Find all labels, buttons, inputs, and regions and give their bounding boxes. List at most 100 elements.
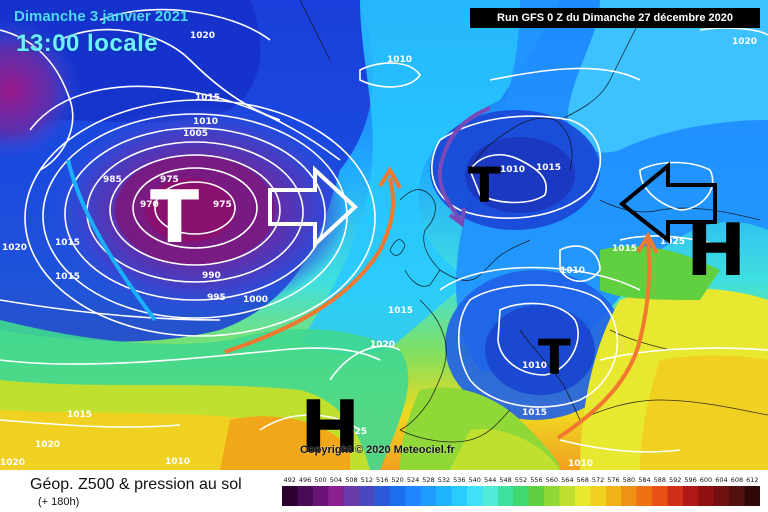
- isobar-label: 1015: [195, 93, 220, 103]
- isobar-label: 990: [202, 271, 221, 281]
- model-run-label: Run GFS 0 Z du Dimanche 27 décembre 2020: [470, 8, 760, 28]
- isobar-label: 1015: [388, 306, 413, 316]
- orange-arrow-atlantic: [224, 177, 395, 354]
- copyright-text: Copyright © 2020 Meteociel.fr: [300, 444, 455, 456]
- scale-swatch: [559, 486, 576, 506]
- scale-swatch: [482, 486, 499, 506]
- isobar-label: 1020: [2, 243, 27, 253]
- isobar-label: 1010: [165, 457, 190, 467]
- isobar-label: 1025: [660, 237, 685, 247]
- scale-swatch: [359, 486, 375, 506]
- scale-swatch: [513, 486, 530, 506]
- isobar-label: 1020: [190, 31, 215, 41]
- legend-subtitle: (+ 180h): [38, 496, 80, 508]
- coastlines: [299, 0, 768, 443]
- isobar-label: 1010: [522, 361, 547, 371]
- flow-arrows: [66, 106, 717, 440]
- scale-tick-label: 568: [576, 476, 588, 484]
- isobar-label: 1010: [193, 117, 218, 127]
- scale-tick-label: 496: [299, 476, 311, 484]
- scale-tick-label: 576: [607, 476, 619, 484]
- scale-swatch: [420, 486, 437, 506]
- scale-tick-label: 520: [391, 476, 403, 484]
- scale-swatch: [374, 486, 391, 506]
- scale-tick-label: 504: [330, 476, 342, 484]
- legend-title: Géop. Z500 & pression au sol: [30, 476, 242, 493]
- scale-swatch: [282, 486, 298, 506]
- legend-bar: Géop. Z500 & pression au sol (+ 180h) 49…: [0, 470, 768, 512]
- scale-swatch: [621, 486, 638, 506]
- scale-tick-label: 564: [561, 476, 573, 484]
- scale-swatch: [698, 486, 715, 506]
- isobar-label: 1015: [55, 238, 80, 248]
- scale-swatch: [389, 486, 406, 506]
- scale-tick-label: 492: [283, 476, 295, 484]
- scale-swatch: [405, 486, 422, 506]
- scale-swatch: [528, 486, 545, 506]
- isobar-label: 975: [213, 200, 232, 210]
- isobar-label: 1015: [612, 244, 637, 254]
- map-canvas: 1020 1015 1010 1005 985 975 970 975 990 …: [0, 0, 768, 470]
- scale-swatch: [328, 486, 345, 506]
- isobar-label: 1005: [183, 129, 208, 139]
- isobar-label: 1010: [387, 55, 412, 65]
- scale-swatch: [312, 486, 329, 506]
- scale-tick-label: 600: [700, 476, 712, 484]
- scale-tick-label: 544: [484, 476, 496, 484]
- isobar-label: 1020: [732, 37, 757, 47]
- scale-tick-label: 572: [592, 476, 604, 484]
- scale-tick-label: 500: [314, 476, 326, 484]
- isobar-label: 1015: [67, 410, 92, 420]
- isobar-label: 1020: [370, 340, 395, 350]
- isobar-label: 1025: [342, 427, 367, 437]
- scale-swatch: [729, 486, 746, 506]
- scale-swatch: [544, 486, 560, 506]
- low-italy-label: T: [538, 330, 571, 386]
- scale-tick-label: 548: [499, 476, 511, 484]
- scale-tick-label: 556: [530, 476, 542, 484]
- scale-tick-label: 596: [684, 476, 696, 484]
- isobar-label: 1015: [536, 163, 561, 173]
- isobar-label: 1010: [500, 165, 525, 175]
- scale-tick-label: 528: [422, 476, 434, 484]
- high-russia-label: H: [686, 208, 746, 292]
- pressure-centers: T T T H H: [150, 158, 746, 469]
- scale-tick-label: 560: [546, 476, 558, 484]
- scale-tick-label: 508: [345, 476, 357, 484]
- white-block-arrow: [268, 165, 358, 249]
- isobar-label: 985: [103, 175, 122, 185]
- low-atlantic-label: T: [150, 175, 199, 259]
- scale-swatch: [744, 486, 760, 506]
- isobar-label: 970: [140, 200, 159, 210]
- scale-swatch: [652, 486, 668, 506]
- weather-map: 1020 1015 1010 1005 985 975 970 975 990 …: [0, 0, 768, 470]
- scale-swatch: [636, 486, 653, 506]
- scale-swatch: [667, 486, 684, 506]
- scale-swatch: [713, 486, 730, 506]
- scale-swatch: [590, 486, 607, 506]
- scale-swatch: [605, 486, 622, 506]
- scale-tick-label: 512: [361, 476, 373, 484]
- blue-arrow-west: [66, 159, 157, 322]
- orange-arrow-east: [556, 239, 652, 440]
- isobar-label: 1020: [0, 458, 25, 468]
- isobar-labels: 1020 1015 1010 1005 985 975 970 975 990 …: [0, 31, 757, 469]
- scale-swatch: [451, 486, 468, 506]
- scale-tick-label: 516: [376, 476, 388, 484]
- scale-tick-label: 524: [407, 476, 419, 484]
- color-scale: 492 496 500 504 508 512 516 520 524 528 532 536 540 5…: [282, 476, 760, 506]
- isobar-label: 1020: [35, 440, 60, 450]
- scale-swatch: [497, 486, 514, 506]
- forecast-time: 13:00 locale: [16, 30, 159, 57]
- forecast-date: Dimanche 3 janvier 2021: [14, 8, 189, 25]
- scale-swatch: [297, 486, 314, 506]
- isobar-label: 1015: [55, 272, 80, 282]
- isobar-label: 1010: [568, 459, 593, 469]
- scale-swatch: [467, 486, 483, 506]
- isobar-label: 975: [160, 175, 179, 185]
- isobar-label: 1015: [522, 408, 547, 418]
- isobar-label: 995: [207, 293, 226, 303]
- scale-tick-label: 608: [731, 476, 743, 484]
- scale-tick-label: 580: [623, 476, 635, 484]
- scale-tick-label: 592: [669, 476, 681, 484]
